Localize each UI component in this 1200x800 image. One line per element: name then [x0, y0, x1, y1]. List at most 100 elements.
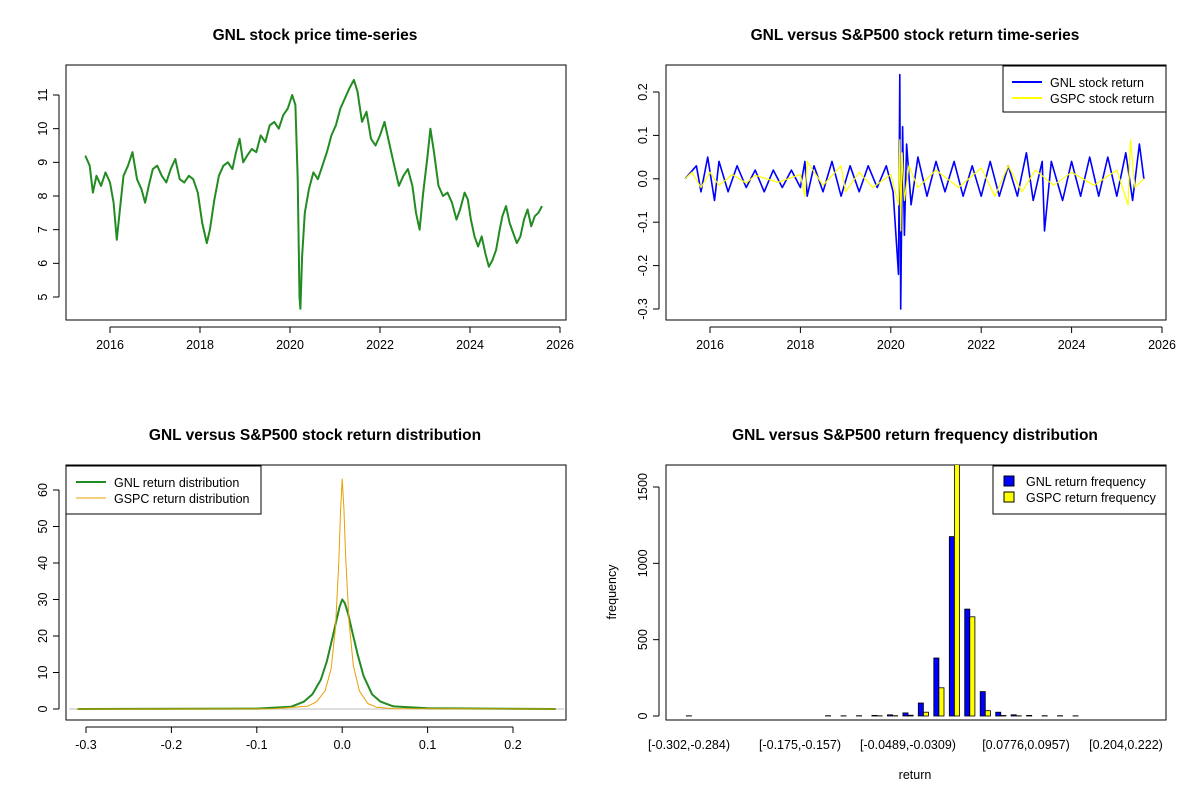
x-tick-label: 2020	[276, 338, 304, 352]
y-tick-label: 10	[36, 666, 50, 680]
returns-legend: GNL stock return GSPC stock return	[1002, 65, 1167, 113]
x-tick-label: 0.2	[504, 738, 521, 752]
x-tick-label: 2018	[786, 338, 814, 352]
returns-legend-box	[1002, 65, 1167, 113]
histogram-bar-gnl	[887, 714, 893, 717]
series-line-gspc-stock-return	[684, 139, 1145, 232]
y-tick-label: -0.1	[636, 211, 650, 233]
density-y-axis: 0 10 20 30 40 50 60	[36, 483, 60, 712]
x-tick-label: [-0.0489,-0.0309)	[860, 738, 956, 752]
x-tick-label: 2022	[967, 338, 995, 352]
histogram-chart: GNL versus S&P500 return frequency distr…	[605, 427, 1167, 782]
returns-x-axis: 2016 2018 2020 2022 2024 2026	[696, 326, 1176, 352]
x-tick-label: [0.0776,0.0957)	[982, 738, 1070, 752]
y-tick-label: 0.1	[636, 127, 650, 144]
series-line-gnl-return-distribution	[77, 598, 556, 710]
histogram-bar-gspc	[1000, 715, 1007, 717]
histogram-bar-gspc	[907, 714, 914, 717]
x-tick-label: -0.2	[161, 738, 183, 752]
y-tick-label: 0	[36, 705, 50, 712]
histogram-y-axis: 0 500 1000 1500	[636, 473, 660, 719]
histogram-chart-title: GNL versus S&P500 return frequency distr…	[732, 427, 1098, 444]
x-tick-label: 0.0	[334, 738, 351, 752]
returns-y-axis: -0.3 -0.2 -0.1 0.0 0.1 0.2	[636, 83, 660, 320]
price-series	[84, 78, 543, 310]
x-tick-label: 2020	[877, 338, 905, 352]
price-chart-title: GNL stock price time-series	[213, 27, 418, 44]
returns-legend-label-gnl: GNL stock return	[1050, 76, 1144, 90]
y-tick-label: 50	[36, 520, 50, 534]
x-tick-label: 2024	[1058, 338, 1086, 352]
density-x-axis: -0.3 -0.2 -0.1 0.0 0.1 0.2	[75, 726, 522, 752]
histogram-legend-swatch-gspc	[1003, 491, 1015, 503]
histogram-plot-frame	[665, 464, 1167, 721]
histogram-legend-box	[992, 465, 1167, 515]
histogram-bar-gspc	[923, 711, 929, 717]
y-tick-label: 0	[636, 712, 650, 719]
density-legend: GNL return distribution GSPC return dist…	[65, 465, 262, 515]
histogram-bar-gnl	[871, 715, 878, 717]
price-chart: GNL stock price time-series 2016 2018 2020…	[36, 27, 574, 352]
histogram-y-axis-label: frequency	[605, 564, 619, 620]
histogram-bar-gnl	[917, 702, 924, 717]
x-tick-label: 2024	[456, 338, 484, 352]
histogram-bar-gspc	[969, 616, 976, 717]
y-tick-label: 1000	[636, 549, 650, 577]
y-tick-label: -0.3	[636, 298, 650, 320]
x-tick-label: -0.3	[75, 738, 97, 752]
histogram-bar-gspc	[984, 710, 991, 717]
histogram-legend-swatch-gnl	[1003, 475, 1015, 487]
density-series	[68, 478, 565, 710]
x-tick-label: 2026	[546, 338, 574, 352]
x-tick-label: [-0.175,-0.157)	[759, 738, 841, 752]
returns-series	[684, 73, 1145, 310]
histogram-bar-gnl	[902, 712, 909, 717]
price-plot-frame	[65, 64, 567, 321]
density-legend-box	[65, 465, 262, 515]
histogram-bar-gspc	[954, 465, 960, 717]
x-tick-label: -0.1	[246, 738, 268, 752]
x-tick-label: 2026	[1148, 338, 1176, 352]
y-tick-label: 6	[36, 260, 50, 267]
series-line-gspc-return-distribution	[77, 478, 556, 710]
price-x-axis: 2016 2018 2020 2022 2024 2026	[96, 326, 574, 352]
histogram-x-axis: [-0.302,-0.284) [-0.175,-0.157) [-0.0489,-…	[648, 738, 1163, 752]
histogram-bar-gnl	[1026, 715, 1033, 717]
x-tick-label: 2016	[696, 338, 724, 352]
y-tick-label: 40	[36, 556, 50, 570]
histogram-bar-gnl	[933, 657, 940, 717]
y-tick-label: 10	[36, 122, 50, 136]
x-tick-label: 2016	[96, 338, 124, 352]
x-tick-label: [-0.302,-0.284)	[648, 738, 730, 752]
x-tick-label: 2018	[186, 338, 214, 352]
density-chart: GNL versus S&P500 stock return distribut…	[36, 427, 567, 752]
histogram-legend-label-gnl: GNL return frequency	[1026, 475, 1146, 489]
y-tick-label: 500	[636, 629, 650, 650]
x-tick-label: 2022	[366, 338, 394, 352]
histogram-x-axis-label: return	[899, 768, 932, 782]
density-chart-title: GNL versus S&P500 stock return distribut…	[149, 427, 481, 444]
histogram-bar-gnl	[995, 711, 1002, 717]
y-tick-label: 20	[36, 629, 50, 643]
histogram-legend: GNL return frequency GSPC return frequen…	[992, 465, 1167, 515]
returns-chart-title: GNL versus S&P500 stock return time-seri…	[751, 27, 1080, 44]
histogram-bar-gnl	[964, 608, 971, 717]
y-tick-label: 30	[36, 593, 50, 607]
y-tick-label: 11	[36, 88, 50, 101]
histogram-bar-gspc	[938, 687, 945, 717]
histogram-legend-label-gspc: GSPC return frequency	[1026, 491, 1157, 505]
price-y-axis: 5 6 7 8 9 10 11	[36, 88, 60, 300]
histogram-bar-gnl	[948, 536, 955, 717]
y-tick-label: 8	[36, 192, 50, 199]
y-tick-label: 60	[36, 483, 50, 497]
y-tick-label: 0.0	[636, 170, 650, 187]
density-plot-frame	[65, 464, 567, 721]
series-line-gnl-stock-price	[84, 78, 543, 310]
returns-plot-frame	[665, 64, 1167, 321]
x-tick-label: 0.1	[419, 738, 436, 752]
y-tick-label: 1500	[636, 473, 650, 501]
y-tick-label: 7	[36, 226, 50, 233]
histogram-bars	[685, 465, 1079, 717]
histogram-bar-gnl	[1010, 714, 1017, 717]
